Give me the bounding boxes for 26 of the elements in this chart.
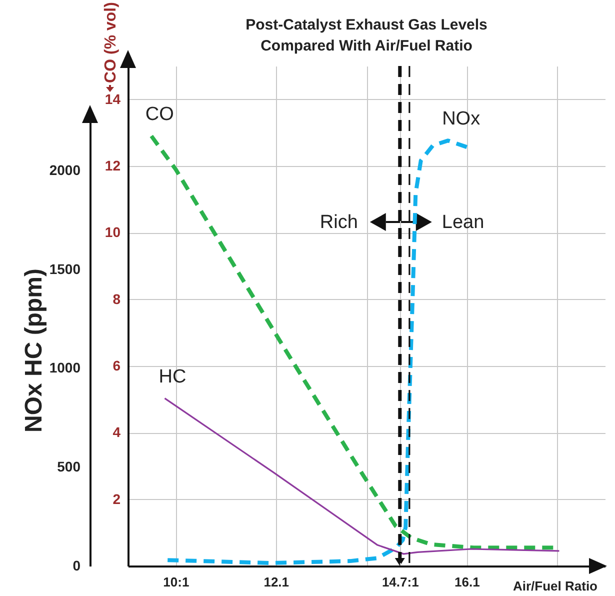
x-tick-label: 12.1 (264, 574, 290, 590)
y2-tick-label: 1500 (49, 260, 81, 277)
y2-tick-label: 2000 (49, 162, 81, 178)
y2-axis-title: NOx HC (ppm) (20, 268, 48, 432)
y-tick-label: 10 (104, 224, 121, 240)
y-tick-label: 6 (112, 358, 121, 374)
annotation: Lean (442, 212, 484, 233)
y-tick-label: 2 (112, 490, 121, 507)
y2-tick-label: 1000 (49, 360, 81, 376)
x-tick-label: 16.1 (454, 574, 480, 590)
annotation: Rich (320, 212, 358, 233)
line-series (164, 397, 560, 555)
y-tick-label: 8 (112, 290, 121, 307)
y-axis-title: CO (% vol) (102, 2, 120, 83)
y-tick-label: 12 (104, 158, 121, 174)
series-label: NOx (442, 108, 481, 130)
x-axis-title: Air/Fuel Ratio (512, 578, 598, 594)
x-tick-label: 10:1 (163, 574, 190, 590)
y2-tick-label: 0 (72, 558, 81, 574)
series-label: CO (145, 104, 174, 125)
y2-tick-label: 500 (57, 458, 81, 475)
series-label: HC (158, 366, 186, 388)
x-tick-label: 14.7:1 (382, 574, 419, 590)
y-tick-label: 4 (112, 424, 121, 440)
chart-title: Post-Catalyst Exhaust Gas Levels Compared With Air/Fuel Ratio (246, 16, 488, 55)
y-tick-label: 14 (104, 90, 121, 107)
